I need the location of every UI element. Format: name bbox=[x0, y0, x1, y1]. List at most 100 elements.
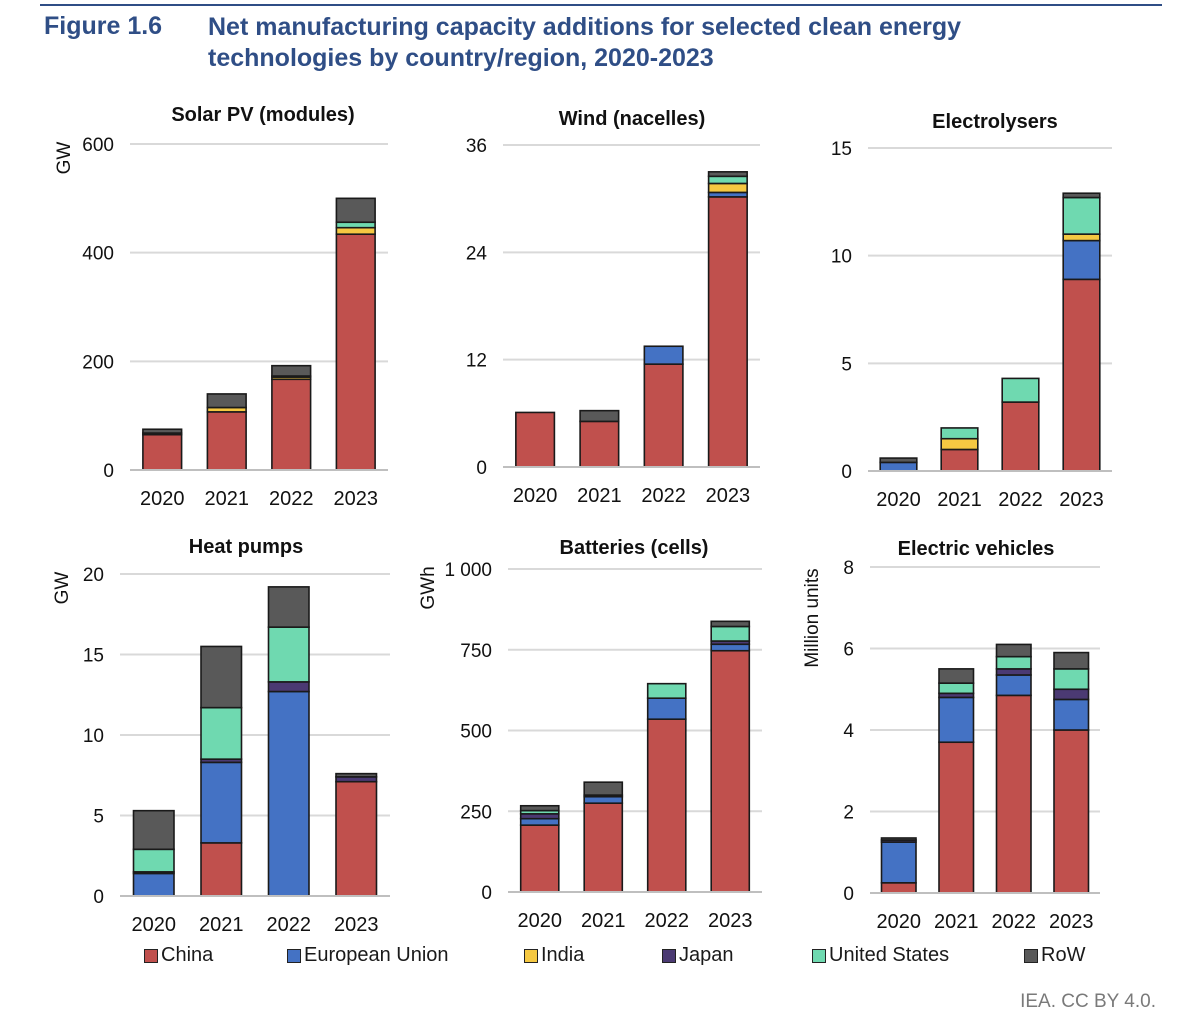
x-tick-label: 2023 bbox=[706, 485, 751, 507]
bar-segment bbox=[1053, 651, 1090, 670]
bar-segment bbox=[995, 643, 1032, 658]
bar-segment bbox=[879, 457, 918, 464]
y-tick-label: 10 bbox=[831, 247, 852, 268]
y-tick-label: 8 bbox=[843, 558, 854, 579]
bar-segment bbox=[519, 817, 560, 826]
chart-panel: Wind (nacelles) 0 12 24 36 2020 2021 2022 2023 bbox=[466, 108, 760, 507]
bar-segment bbox=[1062, 196, 1101, 235]
chart-panel: Electric vehicles 0 2 4 6 8 2020 2021 2022 2023 Mi… bbox=[802, 538, 1100, 933]
bar-segment bbox=[995, 674, 1032, 697]
chart-title: Electrolysers bbox=[932, 111, 1058, 133]
bar-segment bbox=[710, 643, 751, 652]
bar-segment bbox=[879, 461, 918, 472]
x-tick-label: 2021 bbox=[581, 910, 626, 932]
bar-segment bbox=[938, 741, 975, 894]
bar-segment bbox=[1062, 278, 1101, 472]
y-tick-label: 500 bbox=[460, 722, 492, 743]
y-tick-label: 200 bbox=[82, 352, 114, 373]
bar-segment bbox=[206, 411, 247, 471]
x-tick-label: 2022 bbox=[645, 910, 690, 932]
x-tick-label: 2021 bbox=[205, 488, 250, 510]
bar-segment bbox=[335, 772, 378, 778]
chart-title: Solar PV (modules) bbox=[171, 104, 354, 126]
legend-label: RoW bbox=[1041, 944, 1086, 966]
bar-segment bbox=[271, 378, 312, 471]
bar-segment bbox=[707, 196, 748, 468]
x-tick-label: 2023 bbox=[334, 914, 379, 936]
bar-segment bbox=[583, 781, 624, 796]
header-rule bbox=[40, 4, 1162, 6]
bar-segment bbox=[1062, 239, 1101, 281]
bar-segment bbox=[579, 420, 620, 468]
legend-label: European Union bbox=[304, 944, 449, 966]
bar-segment bbox=[267, 690, 310, 897]
credit-text: IEA. CC BY 4.0. bbox=[1020, 991, 1156, 1012]
y-tick-label: 600 bbox=[82, 135, 114, 156]
bar-segment bbox=[142, 433, 183, 471]
y-tick-label: 24 bbox=[466, 243, 488, 264]
y-tick-label: 6 bbox=[843, 640, 854, 661]
figure-label: Figure 1.6 bbox=[44, 12, 163, 40]
legend: China European Union India Japan United Stat… bbox=[0, 944, 1200, 972]
bar-segment bbox=[335, 221, 376, 229]
bar-segment bbox=[940, 437, 979, 451]
legend-label: Japan bbox=[679, 944, 734, 966]
y-tick-label: 0 bbox=[476, 458, 487, 479]
chart-title: Heat pumps bbox=[189, 536, 303, 558]
bar-segment bbox=[1062, 233, 1101, 242]
y-axis-label: GW bbox=[52, 572, 73, 605]
y-tick-label: 5 bbox=[841, 354, 852, 375]
legend-item: European Union bbox=[287, 944, 449, 967]
x-tick-label: 2020 bbox=[513, 485, 558, 507]
legend-label: India bbox=[541, 944, 585, 966]
x-tick-label: 2020 bbox=[140, 488, 185, 510]
bar-segment bbox=[938, 668, 975, 684]
legend-swatch bbox=[812, 948, 826, 963]
legend-item: RoW bbox=[1024, 944, 1085, 967]
x-tick-label: 2023 bbox=[1059, 489, 1104, 511]
bar-segment bbox=[206, 393, 247, 409]
bar-segment bbox=[646, 682, 687, 699]
bar-segment bbox=[267, 626, 310, 683]
x-tick-label: 2020 bbox=[876, 489, 921, 511]
legend-swatch bbox=[1024, 948, 1038, 963]
bar-segment bbox=[707, 182, 748, 194]
bar-segment bbox=[880, 841, 917, 884]
bar-segment bbox=[200, 706, 243, 760]
legend-item: China bbox=[144, 944, 213, 967]
y-tick-label: 750 bbox=[460, 641, 492, 662]
bar-segment bbox=[583, 795, 624, 804]
legend-label: China bbox=[161, 944, 214, 966]
bar-segment bbox=[200, 645, 243, 709]
bar-segment bbox=[132, 848, 175, 873]
bar-segment bbox=[643, 363, 684, 468]
bar-segment bbox=[880, 837, 917, 841]
bar-segment bbox=[335, 233, 376, 471]
bar-segment bbox=[132, 872, 175, 897]
x-tick-label: 2023 bbox=[334, 488, 379, 510]
y-tick-label: 36 bbox=[466, 136, 487, 157]
y-tick-label: 15 bbox=[83, 646, 104, 667]
y-tick-label: 10 bbox=[83, 726, 104, 747]
bar-segment bbox=[1053, 729, 1090, 894]
y-tick-label: 0 bbox=[93, 887, 104, 908]
bar-segment bbox=[519, 804, 560, 812]
bar-segment bbox=[267, 586, 310, 628]
bar-segment bbox=[995, 694, 1032, 894]
legend-item: India bbox=[524, 944, 584, 967]
x-tick-label: 2022 bbox=[641, 485, 686, 507]
x-tick-label: 2022 bbox=[267, 914, 312, 936]
bar-segment bbox=[142, 428, 183, 434]
bar-segment bbox=[1001, 377, 1040, 403]
bar-segment bbox=[880, 882, 917, 894]
x-tick-label: 2021 bbox=[937, 489, 982, 511]
bar-segment bbox=[940, 448, 979, 472]
y-tick-label: 5 bbox=[93, 807, 104, 828]
x-tick-label: 2022 bbox=[269, 488, 314, 510]
x-tick-label: 2020 bbox=[518, 910, 563, 932]
bar-segment bbox=[1062, 192, 1101, 199]
y-tick-label: 20 bbox=[83, 565, 104, 586]
bar-segment bbox=[646, 697, 687, 720]
x-tick-label: 2020 bbox=[132, 914, 177, 936]
